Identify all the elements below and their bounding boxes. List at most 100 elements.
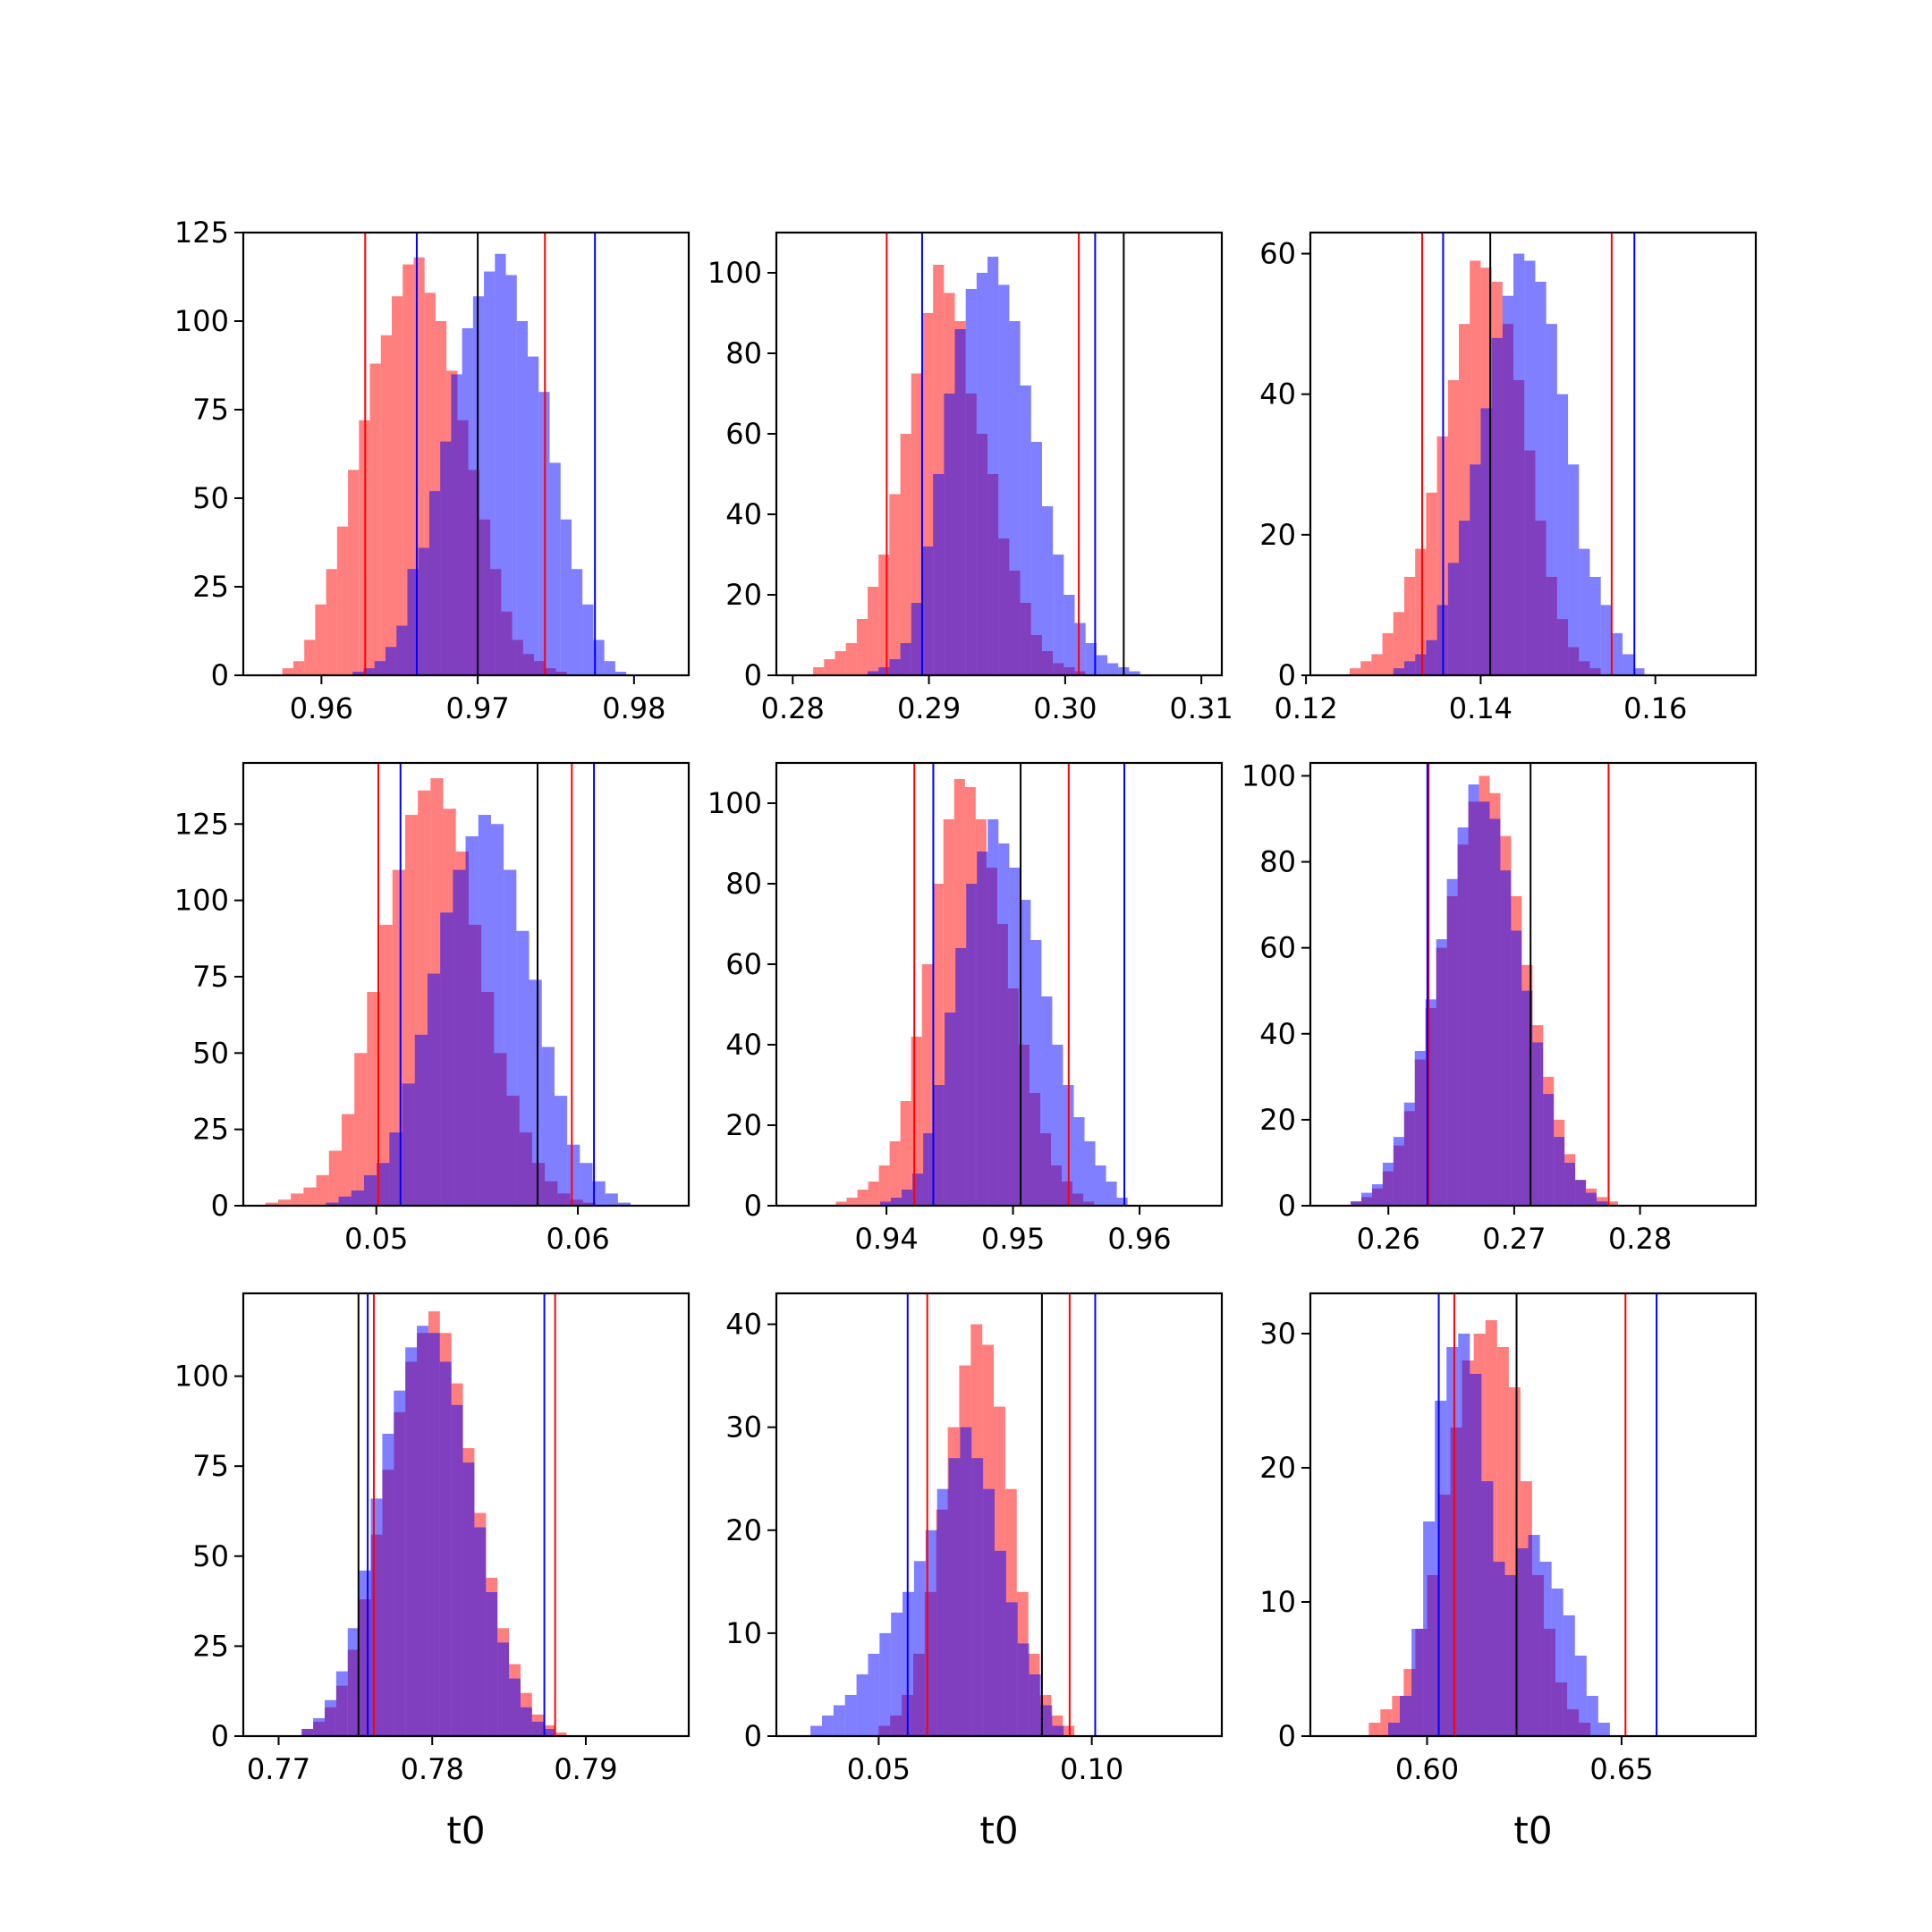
histogram-bar-blue [1393,1137,1404,1206]
histogram-bar-blue [880,1201,892,1206]
histogram-bar-blue [1073,1117,1085,1206]
histogram-bar-blue [1611,632,1623,675]
histogram-bar-blue [1502,295,1514,675]
axes-frame [242,231,691,677]
plot-area [810,1293,1097,1736]
histogram-bar-red [878,555,890,675]
axes-frame [242,1292,691,1738]
histogram-bar-blue [1351,1201,1361,1206]
histogram-bar-blue [1393,668,1404,675]
histogram-bar-blue [1521,990,1533,1206]
histogram-bar-blue [878,667,890,675]
histogram-bar-red [336,526,349,675]
histogram-bar-blue [1489,818,1501,1206]
x-tick-label: 0.60 [1395,1752,1459,1786]
x-tick-label: 0.95 [981,1222,1045,1256]
histogram-bar-red [292,661,305,675]
histogram-bar-blue [593,640,605,675]
histogram-bar-blue [1480,408,1492,675]
histogram-bar-red [369,363,381,675]
histogram-bar-blue [923,1133,935,1206]
histogram-bar-blue [856,1674,869,1736]
histogram-bar-blue [582,604,594,675]
x-tick-label: 0.96 [1107,1222,1171,1256]
histogram-bar-blue [1436,939,1447,1206]
plot-area [1351,763,1618,1206]
x-tick-label: 0.79 [554,1752,617,1786]
histogram-bar-blue [453,869,466,1206]
histogram-bar-blue [1468,784,1479,1206]
y-tick-label: 100 [708,256,762,290]
histogram-bar-blue [529,979,542,1206]
axes-frame [775,761,1224,1208]
histogram-bar-blue [1532,1042,1544,1206]
x-tick-label: 0.28 [761,691,825,725]
x-tick-label: 0.28 [1608,1222,1672,1256]
axes-frame [242,761,691,1208]
axes-frame [1309,1292,1758,1738]
histogram-bar-red [354,1053,368,1206]
histogram-bar-blue [1425,999,1436,1206]
histogram-bar-blue [347,1628,360,1736]
x-tick-label: 0.96 [290,691,353,725]
histogram-bar-blue [1017,1643,1030,1736]
histogram-bar-blue [868,671,879,675]
histogram-bar-blue [1543,1094,1555,1206]
histogram-bar-red [1349,668,1361,675]
histogram-bar-red [868,1182,879,1206]
histogram-bar-blue [1063,595,1075,675]
plot-area [265,763,631,1206]
y-tick-label: 100 [174,884,229,918]
histogram-bar-blue [389,1132,402,1206]
histogram-bar-blue [531,1721,544,1736]
histogram-bar-blue [1563,1615,1575,1736]
histogram-bar-blue [954,329,966,675]
histogram-bar-blue [1029,1674,1041,1736]
y-tick-label: 0 [1278,658,1296,692]
histogram-bar-blue [386,647,397,675]
y-tick-label: 100 [1241,758,1296,792]
histogram-bar-blue [844,1694,857,1736]
histogram-bar-blue [1009,868,1021,1206]
histogram-bar-blue [301,1728,314,1736]
y-tick-label: 60 [1259,237,1296,271]
histogram-bar-red [348,470,360,675]
histogram-bar-blue [976,273,988,675]
histogram-bar-blue [571,569,583,675]
histogram-bar-blue [428,491,441,675]
histogram-bar-blue [1568,464,1580,675]
histogram-bar-blue [1447,563,1459,675]
histogram-bar-blue [1459,521,1470,675]
histogram-bar-blue [1041,506,1054,675]
y-tick-label: 60 [725,417,762,451]
histogram-bar-blue [313,1717,326,1736]
histogram-bar-red [878,1165,890,1206]
histogram-bar-red [889,494,901,675]
y-tick-label: 50 [192,1036,229,1070]
histogram-bar-blue [439,1361,452,1736]
histogram-bar-blue [934,1085,945,1206]
histogram-bar-red [1415,548,1427,675]
histogram-bar-blue [1556,394,1569,675]
histogram-bar-red [1607,1201,1618,1206]
histogram-bar-blue [478,815,491,1206]
histogram-bar-blue [1030,940,1042,1206]
histogram-bar-blue [1096,655,1108,675]
histogram-bar-blue [1005,1602,1018,1736]
histogram-bar-red [835,1201,847,1206]
histogram-bar-blue [351,1190,364,1206]
plot-area [301,1293,567,1736]
histogram-bar-blue [1095,1165,1106,1206]
histogram-bar-blue [505,275,517,675]
y-tick-label: 0 [1278,1719,1296,1753]
histogram-bar-red [1426,492,1437,675]
histogram-bar-red [326,569,337,675]
x-tick-label: 0.26 [1357,1222,1420,1256]
histogram-bar-blue [560,519,572,675]
histogram-bar-blue [1551,1589,1563,1736]
histogram-bar-blue [474,1527,487,1736]
y-tick-label: 0 [744,1189,762,1223]
histogram-bar-blue [1470,464,1481,675]
histogram-bar-blue [1481,1481,1494,1736]
histogram-bar-blue [1382,1162,1394,1206]
